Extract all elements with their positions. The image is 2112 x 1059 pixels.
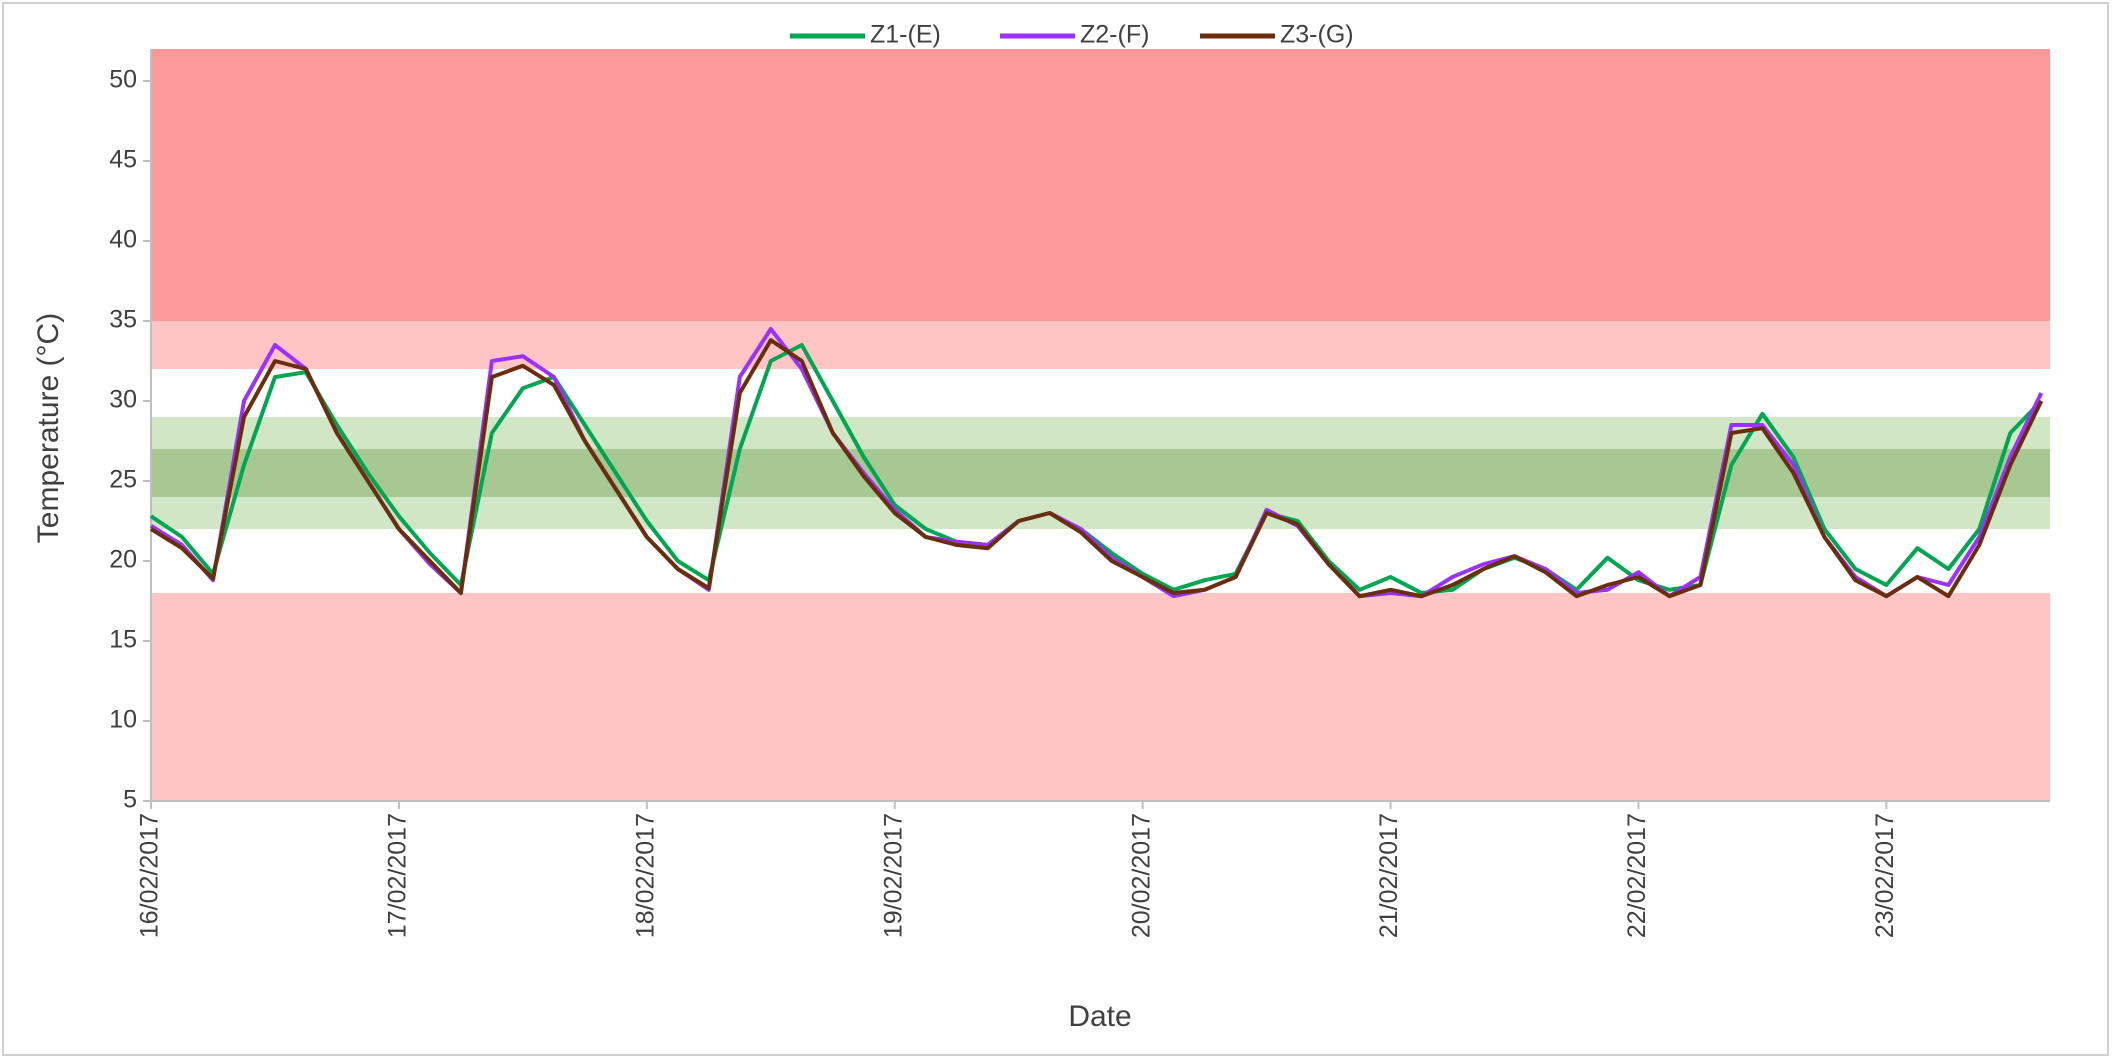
y-tick-label: 5 <box>123 786 137 814</box>
y-tick-label: 15 <box>109 626 137 654</box>
y-tick-label: 10 <box>109 706 137 734</box>
y-tick-label: 50 <box>109 66 137 94</box>
legend-label: Z3-(G) <box>1280 21 1354 49</box>
x-tick-label: 19/02/2017 <box>879 813 907 938</box>
x-tick-label: 22/02/2017 <box>1623 813 1651 938</box>
x-tick-label: 16/02/2017 <box>136 813 164 938</box>
y-tick-label: 35 <box>109 306 137 334</box>
y-tick-label: 45 <box>109 146 137 174</box>
y-tick-label: 20 <box>109 546 137 574</box>
y-axis-title: Temperature (°C) <box>32 313 65 543</box>
threshold-band <box>151 321 2050 369</box>
threshold-band <box>151 49 2050 321</box>
y-tick-label: 30 <box>109 386 137 414</box>
legend-label: Z1-(E) <box>870 21 941 49</box>
x-tick-label: 18/02/2017 <box>631 813 659 938</box>
x-tick-label: 20/02/2017 <box>1127 813 1155 938</box>
x-tick-label: 17/02/2017 <box>384 813 412 938</box>
y-tick-label: 40 <box>109 226 137 254</box>
threshold-band <box>151 449 2050 497</box>
series-line <box>149 338 2044 599</box>
legend-label: Z2-(F) <box>1080 21 1149 49</box>
x-axis-title: Date <box>1068 1000 1131 1033</box>
x-tick-label: 23/02/2017 <box>1871 813 1899 938</box>
x-tick-label: 21/02/2017 <box>1375 813 1403 938</box>
y-tick-label: 25 <box>109 466 137 494</box>
threshold-band <box>151 593 2050 801</box>
